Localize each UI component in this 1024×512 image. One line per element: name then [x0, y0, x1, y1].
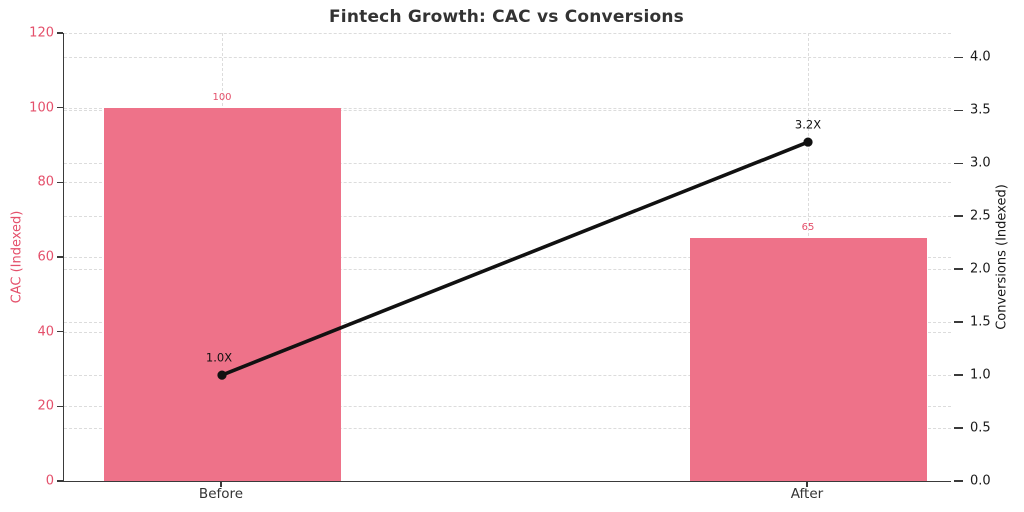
left-tick-label-20: 20 [37, 398, 54, 414]
right-tick-mark-1.0 [954, 374, 963, 376]
right-tick-label-0.5: 0.5 [970, 420, 991, 436]
left-tick-mark-60 [57, 256, 63, 258]
line-path [220, 140, 810, 377]
left-tick-mark-100 [57, 106, 63, 109]
gridline-right-1.5 [64, 322, 951, 324]
gridline-right-2 [64, 269, 951, 271]
gridline-right-2.5 [64, 216, 951, 218]
right-tick-mark-2.0 [954, 268, 963, 270]
left-tick-mark-80 [57, 181, 63, 184]
right-tick-mark-0.0 [954, 480, 963, 482]
right-tick-label-3.0: 3.0 [970, 155, 991, 171]
right-tick-mark-3.0 [954, 162, 963, 165]
left-tick-mark-20 [57, 405, 63, 408]
right-tick-label-0.0: 0.0 [970, 473, 991, 489]
bar-value-label: 65 [801, 222, 815, 234]
plot-area: 100 65 1.0X 3.2X [63, 33, 951, 482]
left-tick-label-120: 120 [29, 25, 54, 41]
conversions-line [217, 137, 813, 380]
right-tick-label-1.0: 1.0 [970, 367, 991, 383]
right-tick-label-4.0: 4.0 [970, 49, 991, 65]
gridline-right-1 [64, 375, 951, 377]
right-tick-label-1.5: 1.5 [970, 314, 991, 330]
left-tick-label-0: 0 [45, 473, 54, 489]
x-tick-mark-after [806, 482, 808, 487]
line-annotation-1: 3.2X [794, 117, 822, 132]
bar-after [689, 238, 927, 481]
gridline-right-3 [64, 163, 951, 165]
left-tick-mark-0 [57, 480, 63, 482]
right-tick-mark-1.5 [954, 321, 963, 323]
left-tick-label-100: 100 [29, 100, 54, 116]
gridline-left-40 [64, 331, 951, 333]
left-tick-label-60: 60 [37, 249, 54, 265]
right-axis-title: Conversions (Indexed) [994, 184, 1010, 330]
line-marker-1 [803, 137, 813, 147]
right-tick-mark-3.5 [954, 109, 963, 112]
gridline-right-4 [64, 57, 951, 59]
gridline-left-60 [64, 257, 951, 258]
right-tick-label-3.5: 3.5 [970, 102, 991, 118]
gridline-right-0.5 [64, 428, 951, 430]
right-tick-label-2.0: 2.0 [970, 261, 991, 277]
left-axis-title: CAC (Indexed) [9, 210, 25, 304]
line-annotation-0: 1.0X [205, 350, 233, 365]
left-tick-mark-120 [57, 32, 63, 34]
right-tick-mark-2.5 [954, 215, 963, 217]
x-tick-label-before: Before [198, 486, 244, 502]
right-tick-mark-0.5 [954, 427, 963, 429]
gridline-left-20 [64, 406, 951, 408]
gridline-left-80 [64, 182, 951, 184]
bar-before [103, 107, 341, 481]
line-marker-0 [217, 370, 227, 380]
left-tick-mark-40 [57, 330, 63, 333]
right-tick-label-2.5: 2.5 [970, 208, 991, 224]
gridline-left-120 [64, 33, 951, 34]
x-tick-label-after: After [790, 486, 824, 502]
right-tick-mark-4.0 [954, 56, 963, 59]
chart-title: Fintech Growth: CAC vs Conversions [328, 7, 684, 27]
gridline-right-3.5 [64, 110, 951, 112]
gridline-left-100 [64, 107, 951, 109]
x-tick-mark-before [220, 482, 222, 487]
bar-value-label: 100 [212, 91, 232, 103]
left-tick-label-80: 80 [37, 174, 54, 190]
left-tick-label-40: 40 [37, 324, 54, 340]
